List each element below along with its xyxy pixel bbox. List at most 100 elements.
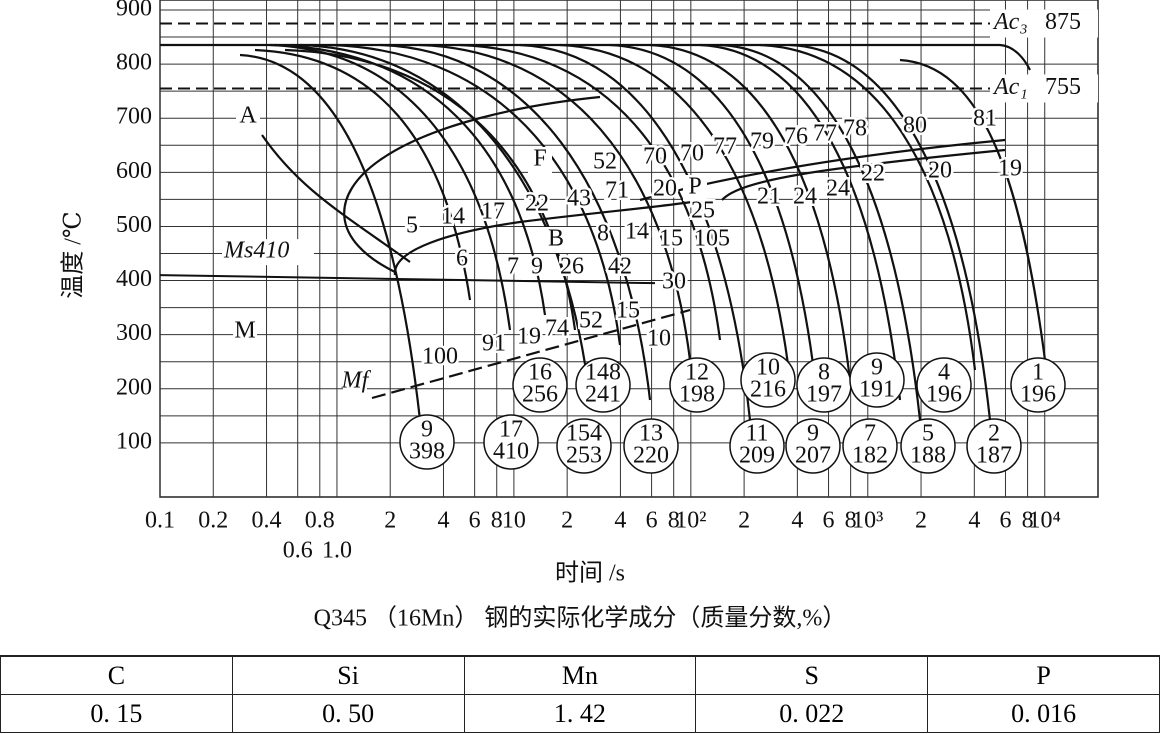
x-tick-label: 6 [646, 508, 658, 534]
austenitize-line [160, 43, 1031, 71]
cooling-curve [699, 43, 902, 401]
circle-top: 12 [685, 360, 709, 386]
circle-top: 16 [528, 360, 552, 386]
circle-top: 148 [585, 360, 621, 386]
y-tick-label: 800 [116, 50, 152, 76]
curve-label: 91 [482, 331, 506, 357]
curve-label: 25 [691, 198, 715, 224]
y-tick-label: 600 [116, 158, 152, 184]
y-tick-label: 500 [116, 212, 152, 238]
x-tick-label: 2 [384, 508, 396, 534]
label-bg [233, 319, 257, 345]
x-tick-label: 4 [968, 508, 980, 534]
circle-bottom: 410 [493, 439, 529, 465]
table-row: 0. 15 0. 50 1. 42 0. 022 0. 016 [0, 694, 1160, 733]
critical-value: 755 [1045, 74, 1081, 100]
x-tick-label: 1.0 [322, 538, 352, 564]
hardness-circle [740, 352, 796, 408]
label-bg [683, 175, 707, 201]
curve-label: 17 [481, 199, 505, 225]
x-tick-label: 2 [561, 508, 573, 534]
cell: 1. 42 [463, 694, 697, 733]
curve-label: 77 [813, 121, 837, 147]
curve-label: 22 [861, 161, 885, 187]
hardness-circle [556, 418, 612, 474]
critical-label: Ac₁ [992, 74, 1028, 100]
cooling-curve [299, 43, 592, 401]
phase-label: B [548, 226, 564, 252]
circle-bottom: 241 [585, 382, 621, 408]
circle-top: 154 [566, 421, 602, 447]
curve-label: 21 [757, 184, 781, 210]
curve-label: 14 [625, 219, 649, 245]
circle-top: 13 [639, 421, 663, 447]
circle-bottom: 182 [852, 443, 888, 469]
hardness-circle [399, 414, 455, 470]
circle-top: 1 [1032, 360, 1044, 386]
curve-label: 78 [843, 116, 867, 142]
curve-label: 24 [826, 176, 850, 202]
x-tick-label: 0.8 [305, 508, 335, 534]
x-tick-label: 0.2 [198, 508, 228, 534]
x-tick-label: 10³ [852, 508, 883, 534]
x-tick-label: 8 [491, 508, 503, 534]
circle-bottom: 216 [750, 377, 786, 403]
curve-label: 19 [517, 324, 541, 350]
circle-bottom: 209 [739, 443, 775, 469]
curve-label: 80 [903, 113, 927, 139]
hardness-circle [575, 357, 631, 413]
table-header: C Si Mn S P [0, 655, 1160, 695]
label-bg [990, 9, 1098, 38]
y-tick-label: 400 [116, 266, 152, 292]
y-tick-label: 300 [116, 320, 152, 346]
circle-bottom: 398 [409, 439, 445, 465]
y-tick-label: 200 [116, 374, 152, 400]
x-tick-label: 8 [668, 508, 680, 534]
circle-bottom: 188 [910, 443, 946, 469]
x-tick-label: 0.1 [145, 508, 175, 534]
cooling-curve [609, 43, 817, 381]
bainite-start [393, 198, 706, 276]
phase-label: P [688, 174, 701, 200]
cooling-curve [459, 43, 722, 341]
circle-bottom: 197 [806, 382, 842, 408]
label-bg [236, 104, 260, 130]
curve-label: 7 [507, 254, 519, 280]
header-cell: C [0, 655, 233, 695]
x-tick-label: 2 [915, 508, 927, 534]
phase-label: A [239, 103, 257, 129]
curve-label: 52 [593, 149, 617, 175]
circle-top: 8 [818, 360, 830, 386]
y-tick-label: 700 [116, 104, 152, 130]
chart: 时间 /s 温度 /℃ Q345 （16Mn） 钢的实际化学成分（质量分数,%）… [60, 0, 1099, 632]
circle-top: 17 [499, 417, 523, 443]
ms-label: Ms410 [223, 238, 289, 264]
cooling-curve [274, 43, 547, 316]
cooling-curve [559, 43, 792, 381]
curve-label: 19 [998, 156, 1022, 182]
x-tick-label: 6 [823, 508, 835, 534]
header-cell: Mn [463, 655, 697, 695]
curve-label: 105 [694, 226, 730, 252]
hardness-circle [483, 414, 539, 470]
x-tick-label: 10⁴ [1029, 508, 1061, 534]
cooling-curve [239, 53, 422, 421]
hardness-circle [916, 357, 972, 413]
hardness-circle [966, 418, 1022, 474]
header-cell: S [695, 655, 929, 695]
curve-label: 6 [456, 246, 468, 272]
hardness-circle [785, 418, 841, 474]
pearlite-end [721, 148, 1006, 201]
y-tick-label: 900 [116, 0, 152, 22]
label-bg [990, 74, 1098, 103]
circle-bottom: 191 [859, 377, 895, 403]
curve-label: 77 [713, 134, 737, 160]
circle-top: 9 [871, 355, 883, 381]
circle-bottom: 196 [1020, 382, 1056, 408]
x-tick-label: 8 [1022, 508, 1034, 534]
circle-bottom: 256 [522, 382, 558, 408]
x-tick-label: 10² [675, 508, 706, 534]
curve-label: 15 [616, 298, 640, 324]
circle-bottom: 253 [566, 443, 602, 469]
